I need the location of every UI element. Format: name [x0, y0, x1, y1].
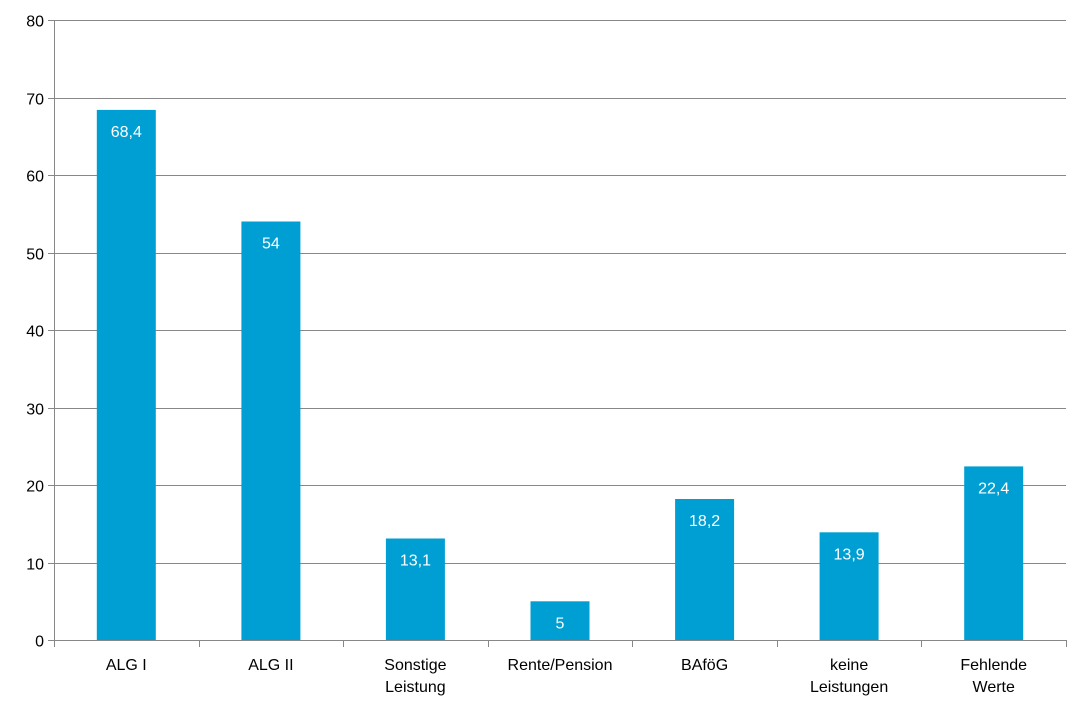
- y-tick-label: 50: [26, 247, 44, 264]
- bar: [530, 601, 590, 641]
- data-label: 68,4: [111, 124, 142, 141]
- x-tick-label: keine: [830, 657, 868, 674]
- y-tick-label: 40: [26, 324, 44, 341]
- x-tick-label: Fehlende: [960, 657, 1027, 674]
- x-tick-label: Werte: [973, 679, 1015, 696]
- data-labels: 68,4 54 13,1 5 18,2 13,9 22,4: [111, 124, 1010, 632]
- y-tick-label: 10: [26, 557, 44, 574]
- axes: [48, 20, 1067, 647]
- y-tick-label: 20: [26, 479, 44, 496]
- data-label: 22,4: [978, 480, 1009, 497]
- x-tick-label: ALG II: [248, 657, 293, 674]
- data-label: 54: [262, 236, 280, 253]
- x-tick-label: Rente/Pension: [508, 657, 613, 674]
- bar: [964, 466, 1024, 640]
- x-tick-label: ALG I: [106, 657, 147, 674]
- bar: [675, 499, 735, 640]
- x-tick-label: Leistungen: [810, 679, 888, 696]
- bar: [96, 109, 156, 640]
- x-axis-tick-labels: ALG I ALG II Sonstige Leistung Rente/Pension…: [106, 657, 1027, 696]
- bars: [96, 109, 1024, 641]
- y-tick-label: 30: [26, 402, 44, 419]
- y-axis-tick-labels: 0 10 20 30 40 50 60 70 80: [26, 14, 44, 651]
- x-tick-label: Sonstige: [384, 657, 446, 674]
- y-tick-label: 70: [26, 92, 44, 109]
- data-label: 5: [556, 615, 565, 632]
- bar: [819, 532, 879, 640]
- x-tick-label: Leistung: [385, 679, 446, 696]
- data-label: 13,9: [834, 546, 865, 563]
- y-tick-label: 80: [26, 14, 44, 31]
- bar: [385, 538, 445, 640]
- x-tick-label: BAföG: [681, 657, 728, 674]
- y-tick-label: 0: [35, 634, 44, 651]
- y-tick-label: 60: [26, 169, 44, 186]
- gridlines: [54, 20, 1066, 564]
- bar: [241, 221, 301, 640]
- data-label: 13,1: [400, 553, 431, 570]
- data-label: 18,2: [689, 513, 720, 530]
